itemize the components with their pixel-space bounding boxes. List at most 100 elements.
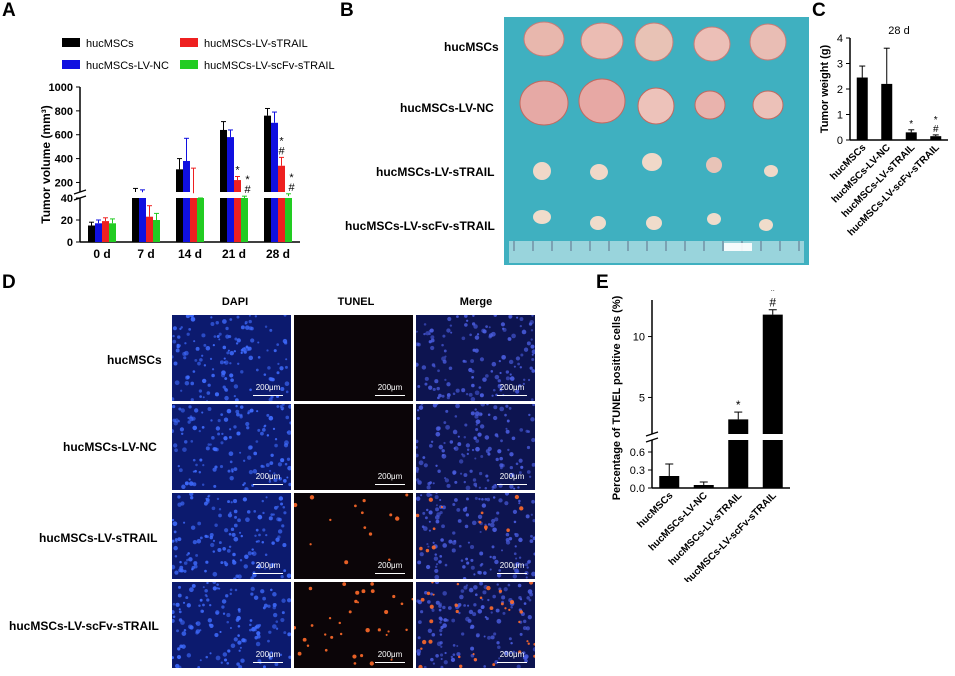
scale-bar-label: 200μm: [255, 650, 281, 659]
y-axis-label: Tumor volume (mm³): [39, 105, 53, 223]
scale-bar-label: 200μm: [499, 383, 525, 392]
bar: [271, 198, 278, 242]
chart-title: 28 d: [888, 25, 909, 37]
scale-bar-label: 200μm: [499, 650, 525, 659]
bar: [762, 314, 783, 434]
x-tick-label: 14 d: [178, 247, 202, 261]
bar: [153, 220, 160, 242]
bar: [693, 485, 714, 488]
legend-swatch: [62, 38, 80, 47]
y-tick-label: 1000: [49, 82, 73, 94]
bar: [220, 198, 227, 242]
scale-bar-label: 200μm: [377, 650, 403, 659]
legend-label: hucMSCs: [86, 38, 134, 50]
scale-bar: [497, 662, 527, 663]
significance-mark: *: [770, 290, 775, 298]
significance-mark: #: [769, 296, 776, 310]
bar: [264, 115, 271, 192]
scale-bar-label: 200μm: [377, 472, 403, 481]
chart-legend: hucMSCs hucMSCs-LV-NC hucMSCs-LV-sTRAIL huc…: [62, 38, 335, 72]
legend-label: hucMSCs-LV-scFv-sTRAIL: [204, 60, 335, 72]
significance-mark: #: [278, 145, 285, 157]
scale-bar-label: 200μm: [255, 472, 281, 481]
bar: [197, 198, 204, 242]
photo-row-label: hucMSCs-LV-sTRAIL: [376, 165, 495, 179]
y-tick-label: 0.0: [630, 483, 645, 495]
scale-bar-label: 200μm: [377, 561, 403, 570]
panel-letter-d: D: [2, 272, 16, 293]
y-tick-label: 5: [639, 392, 645, 404]
y-tick-label: 200: [55, 177, 73, 189]
y-tick-label: 3: [837, 59, 843, 71]
column-title-dapi: DAPI: [221, 296, 249, 308]
scale-bar: [253, 395, 283, 396]
scale-bar: [497, 573, 527, 574]
bar: [659, 476, 680, 488]
scale-bar-label: 200μm: [377, 383, 403, 392]
micrograph-merge: 200μm: [416, 404, 535, 490]
scale-bar-label: 200μm: [499, 472, 525, 481]
bar: [227, 198, 234, 242]
photo-row-label: hucMSCs: [444, 40, 499, 54]
x-tick-label: 28 d: [266, 247, 290, 261]
y-axis-label: Percentage of TUNEL positive cells (%): [611, 295, 623, 500]
x-tick-label: 0 d: [93, 247, 110, 261]
scale-bar: [497, 395, 527, 396]
x-tick-label: hucMSCs-LV-NC: [647, 490, 710, 553]
bar: [762, 440, 783, 488]
bar: [728, 440, 749, 488]
bar: [109, 223, 116, 242]
significance-mark: *: [736, 398, 741, 412]
y-tick-label: 1: [837, 110, 843, 122]
micrograph-row-label: hucMSCs: [107, 353, 162, 367]
bar: [176, 169, 183, 192]
y-tick-label: 800: [55, 106, 73, 118]
legend-label: hucMSCs-LV-NC: [86, 60, 169, 72]
panel-letter-b: B: [340, 0, 354, 21]
micrograph-dapi: 200μm: [172, 582, 291, 668]
bar: [241, 198, 248, 242]
micrograph-tunel: 200μm: [294, 582, 413, 668]
bar: [856, 77, 868, 140]
bar: [905, 132, 917, 140]
bar: [139, 198, 146, 242]
y-tick-label: 0: [837, 135, 843, 147]
scale-bar: [375, 573, 405, 574]
bar: [930, 136, 942, 140]
bar: [278, 198, 285, 242]
bar: [95, 223, 102, 242]
bar: [881, 83, 893, 140]
micrograph-dapi: 200μm: [172, 404, 291, 490]
bar: [728, 419, 749, 434]
tunel-percentage-chart: 5 10 0.0 0.3 0.6 Percentage of TUNEL positive…: [611, 290, 790, 582]
photo-row-label: hucMSCs-LV-scFv-sTRAIL: [345, 219, 495, 233]
column-title-tunel: TUNEL: [337, 296, 375, 308]
micrograph-dapi: 200μm: [172, 315, 291, 401]
significance-mark: *: [279, 135, 284, 147]
tumor-volume-chart: hucMSCs hucMSCs-LV-NC hucMSCs-LV-sTRAIL huc…: [39, 38, 335, 261]
panel-letter-e: E: [596, 272, 609, 293]
bar: [271, 122, 278, 192]
micrograph-merge: 200μm: [416, 493, 535, 579]
micrograph-row-label: hucMSCs-LV-sTRAIL: [39, 531, 158, 545]
y-axis-label: Tumor weight (g): [819, 44, 831, 133]
micrograph-row-label: hucMSCs-LV-NC: [63, 440, 157, 454]
bar: [88, 225, 95, 242]
significance-mark: *: [235, 164, 240, 176]
significance-mark: #: [933, 124, 939, 135]
x-tick-label: 21 d: [222, 247, 246, 261]
legend-swatch: [62, 60, 80, 69]
significance-mark: *: [909, 119, 913, 130]
micrograph-merge: 200μm: [416, 315, 535, 401]
panel-letter-c: C: [812, 0, 826, 21]
y-tick-label: 0: [67, 237, 73, 249]
micrograph-dapi: 200μm: [172, 493, 291, 579]
micrograph-tunel: 200μm: [294, 315, 413, 401]
y-tick-label: 0.6: [630, 447, 645, 459]
micrograph-tunel: 200μm: [294, 404, 413, 490]
micrograph-tunel: 200μm: [294, 493, 413, 579]
scale-bar: [497, 484, 527, 485]
x-tick-label: 7 d: [137, 247, 154, 261]
y-tick-label: 10: [633, 332, 645, 344]
bar: [176, 198, 183, 242]
